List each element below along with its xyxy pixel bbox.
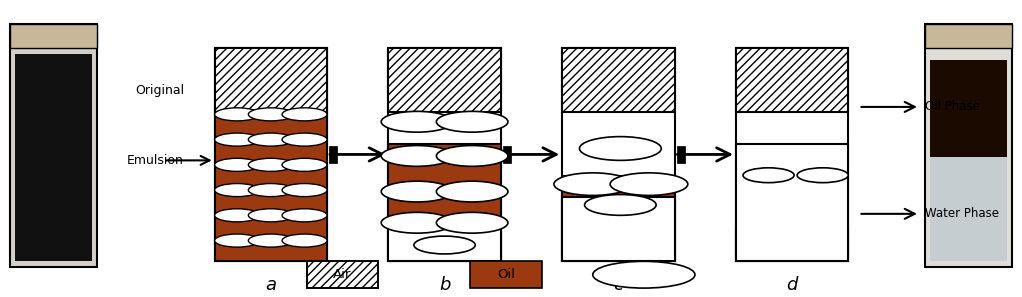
- Circle shape: [248, 158, 293, 171]
- Circle shape: [282, 184, 327, 197]
- Bar: [736, 48, 848, 261]
- Bar: [930, 60, 1007, 158]
- Bar: [15, 54, 92, 261]
- Text: Air: Air: [333, 268, 352, 281]
- Bar: [10, 24, 97, 267]
- Circle shape: [436, 146, 508, 166]
- Bar: [736, 48, 848, 112]
- Bar: [388, 48, 501, 112]
- Circle shape: [248, 234, 293, 247]
- Circle shape: [381, 146, 453, 166]
- Text: Original: Original: [135, 84, 184, 97]
- Circle shape: [248, 184, 293, 197]
- Bar: [307, 261, 378, 288]
- Bar: [388, 48, 501, 261]
- Circle shape: [381, 111, 453, 132]
- Text: Emulsion: Emulsion: [127, 154, 184, 167]
- Circle shape: [215, 133, 260, 146]
- Bar: [562, 176, 675, 261]
- Circle shape: [554, 173, 632, 195]
- Bar: [215, 48, 327, 112]
- Circle shape: [579, 137, 661, 160]
- Text: Water: Water: [624, 268, 663, 281]
- Circle shape: [381, 181, 453, 202]
- Text: d: d: [786, 276, 798, 294]
- Circle shape: [436, 181, 508, 202]
- Circle shape: [215, 108, 260, 121]
- Circle shape: [797, 168, 848, 183]
- Circle shape: [282, 133, 327, 146]
- Bar: [925, 24, 1012, 267]
- Bar: [388, 229, 501, 261]
- Bar: [562, 48, 675, 112]
- Text: b: b: [438, 276, 451, 294]
- Bar: [215, 48, 327, 112]
- Circle shape: [215, 184, 260, 197]
- Bar: [388, 48, 501, 112]
- Text: c: c: [613, 276, 623, 294]
- Circle shape: [585, 195, 656, 215]
- Text: Oil Phase: Oil Phase: [925, 100, 980, 113]
- Bar: [736, 144, 848, 261]
- Circle shape: [215, 234, 260, 247]
- Bar: [329, 146, 337, 163]
- Circle shape: [743, 168, 794, 183]
- Text: a: a: [266, 276, 276, 294]
- Circle shape: [414, 236, 475, 254]
- Bar: [930, 157, 1007, 261]
- Text: Water Phase: Water Phase: [925, 207, 998, 220]
- Circle shape: [248, 209, 293, 222]
- Bar: [925, 24, 1012, 48]
- Bar: [562, 48, 675, 261]
- Circle shape: [248, 133, 293, 146]
- Bar: [562, 197, 675, 261]
- Text: Oil: Oil: [497, 268, 515, 281]
- Bar: [10, 24, 97, 48]
- Circle shape: [436, 111, 508, 132]
- Bar: [307, 261, 378, 288]
- Circle shape: [610, 173, 688, 195]
- Circle shape: [282, 158, 327, 171]
- Circle shape: [282, 234, 327, 247]
- Circle shape: [248, 108, 293, 121]
- Circle shape: [282, 108, 327, 121]
- Bar: [736, 229, 848, 261]
- Bar: [562, 48, 675, 112]
- Bar: [736, 48, 848, 112]
- Circle shape: [215, 209, 260, 222]
- Bar: [503, 146, 511, 163]
- Bar: [388, 144, 501, 261]
- Ellipse shape: [593, 261, 695, 288]
- Bar: [215, 48, 327, 261]
- Circle shape: [215, 158, 260, 171]
- Circle shape: [282, 209, 327, 222]
- Bar: [470, 261, 542, 288]
- Circle shape: [381, 212, 453, 233]
- Circle shape: [436, 212, 508, 233]
- Bar: [677, 146, 685, 163]
- Bar: [215, 112, 327, 261]
